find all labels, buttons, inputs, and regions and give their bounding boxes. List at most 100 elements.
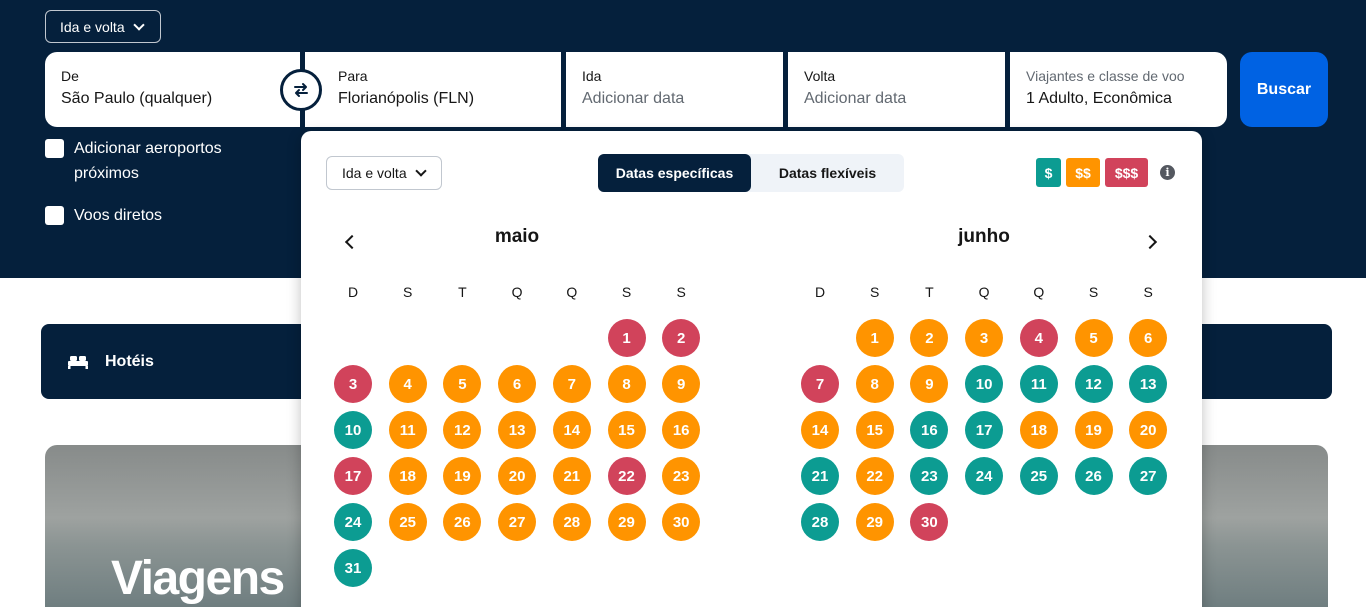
calendar-day[interactable]: 6 [498, 365, 537, 403]
calendar-day[interactable]: 31 [334, 549, 372, 587]
calendar-day[interactable]: 8 [607, 365, 646, 403]
calendar-day[interactable]: 23 [910, 457, 949, 495]
calendar-day[interactable]: 13 [1129, 365, 1168, 403]
calendar-day[interactable]: 2 [910, 319, 949, 357]
price-legend: $ $$ $$$ i [1036, 158, 1175, 187]
calendar-day[interactable]: 26 [443, 503, 482, 541]
calendar-day[interactable]: 15 [607, 411, 646, 449]
chevron-right-icon [1142, 234, 1158, 250]
calendar-day[interactable]: 25 [388, 503, 427, 541]
depart-placeholder: Adicionar data [582, 90, 685, 107]
origin-field[interactable]: De São Paulo (qualquer) [45, 52, 300, 127]
popup-trip-type-select[interactable]: Ida e volta [326, 156, 442, 190]
month-title: junho [958, 226, 1010, 247]
calendar-day[interactable]: 18 [388, 457, 427, 495]
next-month-button[interactable] [1137, 227, 1167, 257]
weekday-label: Q [978, 284, 990, 300]
tab-flexible-dates[interactable]: Datas flexíveis [778, 165, 877, 181]
calendar-day[interactable]: 14 [801, 411, 839, 449]
calendar-day[interactable]: 20 [498, 457, 537, 495]
month-title: maio [494, 226, 540, 247]
legend-cheap: $ [1036, 158, 1061, 187]
calendar-day[interactable]: 11 [388, 411, 427, 449]
checkbox-box[interactable] [45, 139, 64, 158]
calendar-day[interactable]: 21 [552, 457, 591, 495]
checkbox-box[interactable] [45, 206, 64, 225]
calendar-day[interactable]: 10 [334, 411, 372, 449]
travelers-field[interactable]: Viajantes e classe de voo 1 Adulto, Econ… [1010, 52, 1227, 127]
calendar-day[interactable]: 27 [498, 503, 537, 541]
calendar-day[interactable]: 29 [855, 503, 894, 541]
calendar-day[interactable]: 2 [662, 319, 701, 357]
calendar-day[interactable]: 1 [855, 319, 894, 357]
calendar-day[interactable]: 7 [552, 365, 591, 403]
calendar-day[interactable]: 14 [552, 411, 591, 449]
weekday-label: T [458, 284, 467, 300]
calendar-day[interactable]: 12 [1074, 365, 1113, 403]
calendar-day[interactable]: 22 [607, 457, 646, 495]
calendar-day[interactable]: 26 [1074, 457, 1113, 495]
search-button[interactable]: Buscar [1240, 52, 1328, 127]
swap-locations-button[interactable] [280, 69, 322, 111]
calendar-day[interactable]: 13 [498, 411, 537, 449]
calendar-day[interactable]: 15 [855, 411, 894, 449]
calendar-day[interactable]: 22 [855, 457, 894, 495]
chevron-left-icon [344, 234, 360, 250]
calendar-day[interactable]: 1 [607, 319, 646, 357]
calendar-day[interactable]: 24 [965, 457, 1004, 495]
date-mode-toggle: Datas específicas Datas flexíveis [598, 154, 904, 192]
calendar-day[interactable]: 3 [334, 365, 372, 403]
depart-date-field[interactable]: Ida Adicionar data [566, 52, 783, 127]
weekday-label: S [1088, 284, 1099, 300]
info-icon[interactable]: i [1160, 165, 1175, 180]
nearby-airports-checkbox[interactable]: Adicionar aeroportos próximos [45, 136, 265, 186]
calendar-day[interactable]: 20 [1129, 411, 1168, 449]
calendar-day[interactable]: 21 [801, 457, 839, 495]
calendar-day[interactable]: 9 [662, 365, 701, 403]
weekday-label: T [925, 284, 934, 300]
tab-specific-dates[interactable]: Datas específicas [598, 154, 751, 192]
calendar-day[interactable]: 17 [965, 411, 1004, 449]
calendar-day[interactable]: 5 [1074, 319, 1113, 357]
return-date-field[interactable]: Volta Adicionar data [788, 52, 1005, 127]
weekday-label: S [621, 284, 632, 300]
hero-title: Viagens [111, 552, 285, 605]
direct-flights-checkbox[interactable]: Voos diretos [45, 203, 162, 228]
calendar-day[interactable]: 6 [1129, 319, 1168, 357]
calendar-day[interactable]: 28 [801, 503, 839, 541]
calendar-day[interactable]: 19 [1074, 411, 1113, 449]
calendar-day[interactable]: 16 [662, 411, 701, 449]
calendar-day[interactable]: 30 [910, 503, 949, 541]
calendar-day[interactable]: 16 [910, 411, 949, 449]
return-placeholder: Adicionar data [804, 90, 907, 107]
prev-month-button[interactable] [335, 227, 365, 257]
calendar-day[interactable]: 4 [1019, 319, 1058, 357]
calendar-day[interactable]: 24 [334, 503, 372, 541]
calendar-day[interactable]: 4 [388, 365, 427, 403]
calendar-day[interactable]: 25 [1019, 457, 1058, 495]
calendar-day[interactable]: 3 [965, 319, 1004, 357]
travelers-value: 1 Adulto, Econômica [1026, 90, 1172, 107]
calendar-day[interactable]: 5 [443, 365, 482, 403]
origin-value: São Paulo (qualquer) [61, 90, 213, 107]
calendar-day[interactable]: 10 [965, 365, 1004, 403]
calendar-day[interactable]: 27 [1129, 457, 1168, 495]
calendar-day[interactable]: 17 [334, 457, 372, 495]
calendar-day[interactable]: 11 [1019, 365, 1058, 403]
weekday-label: Q [511, 284, 523, 300]
bed-icon [68, 355, 88, 369]
trip-type-select[interactable]: Ida e volta [45, 10, 161, 43]
calendar-day[interactable]: 9 [910, 365, 949, 403]
destination-label: Para [338, 68, 368, 84]
chevron-down-icon [132, 18, 145, 31]
calendar-day[interactable]: 19 [443, 457, 482, 495]
calendar-day[interactable]: 12 [443, 411, 482, 449]
destination-field[interactable]: Para Florianópolis (FLN) [305, 52, 561, 127]
calendar-day[interactable]: 23 [662, 457, 701, 495]
calendar-day[interactable]: 30 [662, 503, 701, 541]
calendar-day[interactable]: 8 [855, 365, 894, 403]
calendar-day[interactable]: 28 [552, 503, 591, 541]
calendar-day[interactable]: 29 [607, 503, 646, 541]
calendar-day[interactable]: 18 [1019, 411, 1058, 449]
calendar-day[interactable]: 7 [801, 365, 839, 403]
